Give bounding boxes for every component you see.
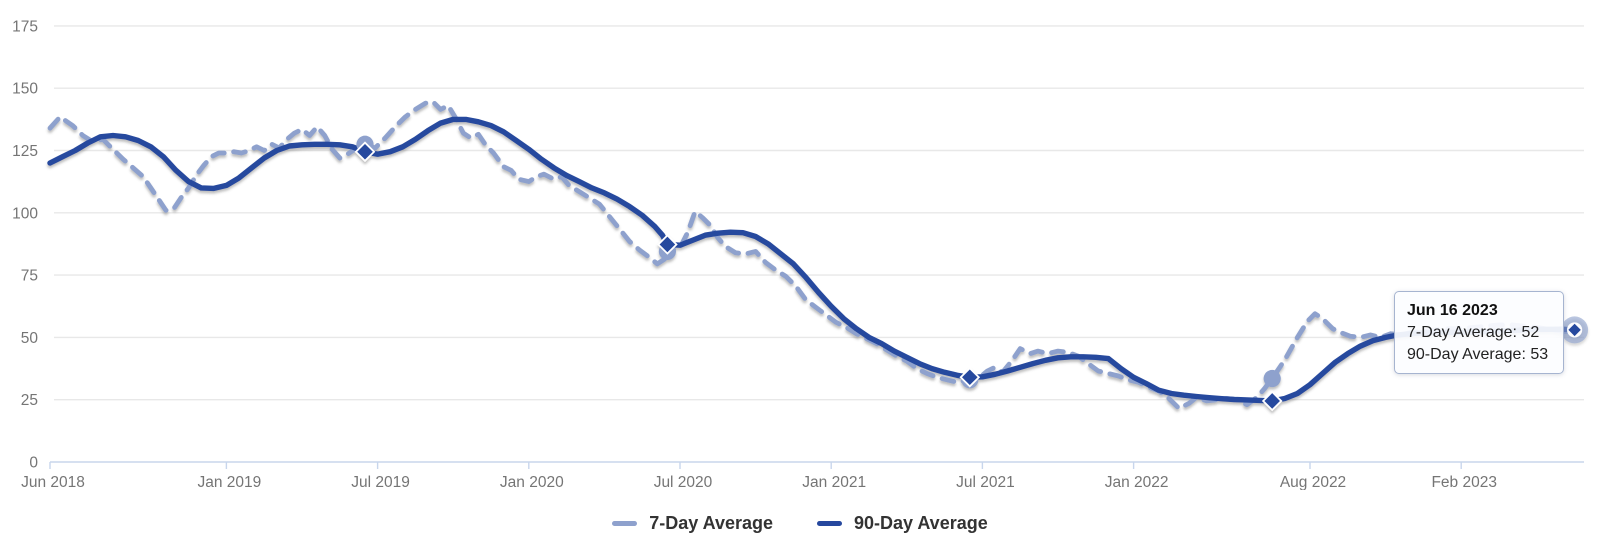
- x-tick-label: Feb 2023: [1431, 474, 1497, 490]
- y-tick-label-125: 125: [12, 143, 38, 160]
- marker-diamond-90day[interactable]: [354, 141, 376, 163]
- legend-item-7day-average[interactable]: 7-Day Average: [612, 513, 773, 534]
- x-tick-label: Jun 2018: [21, 474, 85, 490]
- tooltip-entry-7day: 7-Day Average: 52: [1407, 323, 1540, 341]
- y-tick-label-75: 75: [21, 268, 38, 285]
- x-tick-label: Jan 2020: [500, 474, 564, 490]
- line-chart-canvas[interactable]: 0 25 50 75 100 125 150 175 Jun 2018 Jan 2019 Jul 2…: [0, 0, 1600, 491]
- marker-diamond-90day[interactable]: [1261, 390, 1283, 412]
- y-tick-label-50: 50: [21, 330, 39, 347]
- legend-swatch-90day-icon: [816, 520, 842, 526]
- marker-diamond-90day[interactable]: [959, 366, 981, 388]
- y-tick-label-25: 25: [21, 392, 38, 409]
- x-tick-label: Jul 2021: [956, 474, 1015, 490]
- x-tick-label: Jul 2020: [654, 474, 713, 490]
- marker-circle-7day[interactable]: [1263, 369, 1281, 388]
- tooltip: Jun 16 2023 7-Day Average: 52 90-Day Ave…: [1394, 291, 1564, 375]
- x-tick-label: Jan 2019: [198, 474, 262, 490]
- y-tick-label-175: 175: [12, 18, 38, 35]
- legend-label-7day: 7-Day Average: [649, 512, 773, 533]
- chart-legend: 7-Day Average 90-Day Average: [0, 503, 1600, 543]
- y-tick-label-0: 0: [29, 455, 38, 472]
- tooltip-entry-90day: 90-Day Average: 53: [1407, 345, 1549, 363]
- x-tick-label: Jul 2019: [351, 474, 410, 490]
- marker-diamond-90day[interactable]: [657, 234, 678, 255]
- series-line-90day[interactable]: [47, 116, 1578, 404]
- tooltip-date: Jun 16 2023: [1407, 302, 1498, 319]
- y-tick-label-150: 150: [12, 81, 38, 98]
- legend-label-90day: 90-Day Average: [853, 512, 988, 533]
- x-tick-label: Aug 2022: [1280, 474, 1346, 490]
- legend-swatch-7day-icon: [612, 520, 638, 526]
- legend-item-90day-average[interactable]: 90-Day Average: [816, 512, 988, 534]
- y-tick-label-100: 100: [12, 205, 38, 222]
- x-tick-label: Jan 2022: [1105, 474, 1169, 490]
- x-tick-label: Jan 2021: [802, 474, 866, 490]
